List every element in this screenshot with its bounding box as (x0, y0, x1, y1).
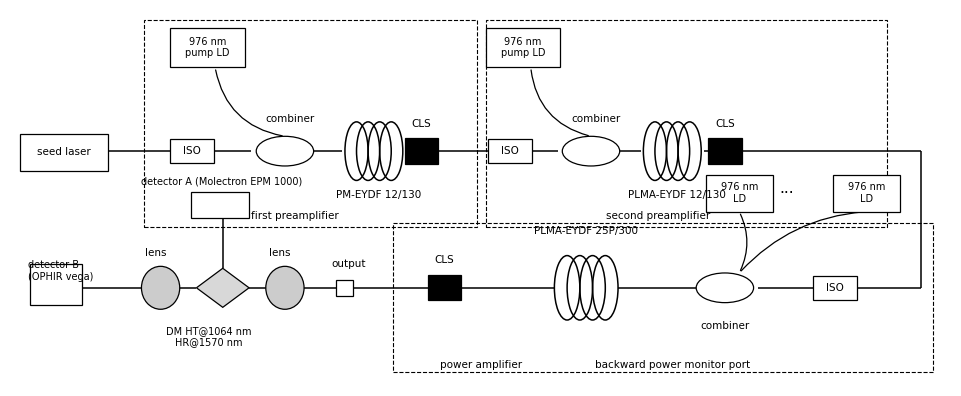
Text: combiner: combiner (265, 114, 314, 124)
Bar (393, 223, 932, 372)
Bar (487, 139, 531, 163)
Text: ISO: ISO (501, 146, 518, 156)
Text: CLS: CLS (434, 255, 454, 265)
Text: 976 nm
LD: 976 nm LD (720, 182, 757, 204)
Text: combiner: combiner (700, 322, 749, 331)
Text: CLS: CLS (411, 119, 431, 129)
Bar (485, 28, 560, 67)
Bar (191, 192, 248, 217)
Bar (170, 139, 214, 163)
Ellipse shape (265, 267, 304, 309)
Text: detector A (Molectron EPM 1000): detector A (Molectron EPM 1000) (141, 176, 303, 186)
Bar (812, 276, 856, 300)
Text: power amplifier: power amplifier (439, 360, 522, 370)
Text: ISO: ISO (825, 283, 843, 293)
Text: ISO: ISO (183, 146, 201, 156)
Bar (335, 280, 353, 295)
Text: first preamplifier: first preamplifier (251, 211, 338, 221)
Ellipse shape (562, 136, 619, 166)
Bar (405, 139, 438, 164)
Text: 976 nm
pump LD: 976 nm pump LD (185, 37, 230, 59)
Bar (832, 175, 899, 212)
Bar (705, 175, 772, 212)
Ellipse shape (141, 267, 180, 309)
Text: PLMA-EYDF 12/130: PLMA-EYDF 12/130 (628, 190, 726, 200)
Text: 976 nm
LD: 976 nm LD (847, 182, 884, 204)
Text: ···: ··· (779, 186, 794, 201)
Text: 976 nm
pump LD: 976 nm pump LD (501, 37, 545, 59)
Text: detector B
(OPHIR vega): detector B (OPHIR vega) (28, 261, 93, 282)
Text: PLMA-EYDF 25P/300: PLMA-EYDF 25P/300 (533, 226, 637, 236)
Bar (170, 28, 244, 67)
Text: lens: lens (269, 248, 290, 258)
Polygon shape (196, 268, 249, 307)
Bar (20, 133, 108, 171)
Ellipse shape (256, 136, 313, 166)
Bar (30, 265, 82, 305)
Text: DM HT@1064 nm
HR@1570 nm: DM HT@1064 nm HR@1570 nm (165, 326, 251, 347)
Text: combiner: combiner (571, 114, 620, 124)
Text: output: output (332, 259, 366, 269)
Text: seed laser: seed laser (37, 147, 90, 157)
Text: CLS: CLS (714, 119, 734, 129)
Ellipse shape (696, 273, 752, 303)
Text: lens: lens (145, 248, 166, 258)
Text: PM-EYDF 12/130: PM-EYDF 12/130 (335, 190, 421, 200)
Bar (707, 139, 741, 164)
Text: second preamplifier: second preamplifier (605, 211, 709, 221)
Bar (485, 20, 887, 227)
Bar (428, 275, 461, 301)
Bar (144, 20, 477, 227)
Text: backward power monitor port: backward power monitor port (594, 360, 749, 370)
